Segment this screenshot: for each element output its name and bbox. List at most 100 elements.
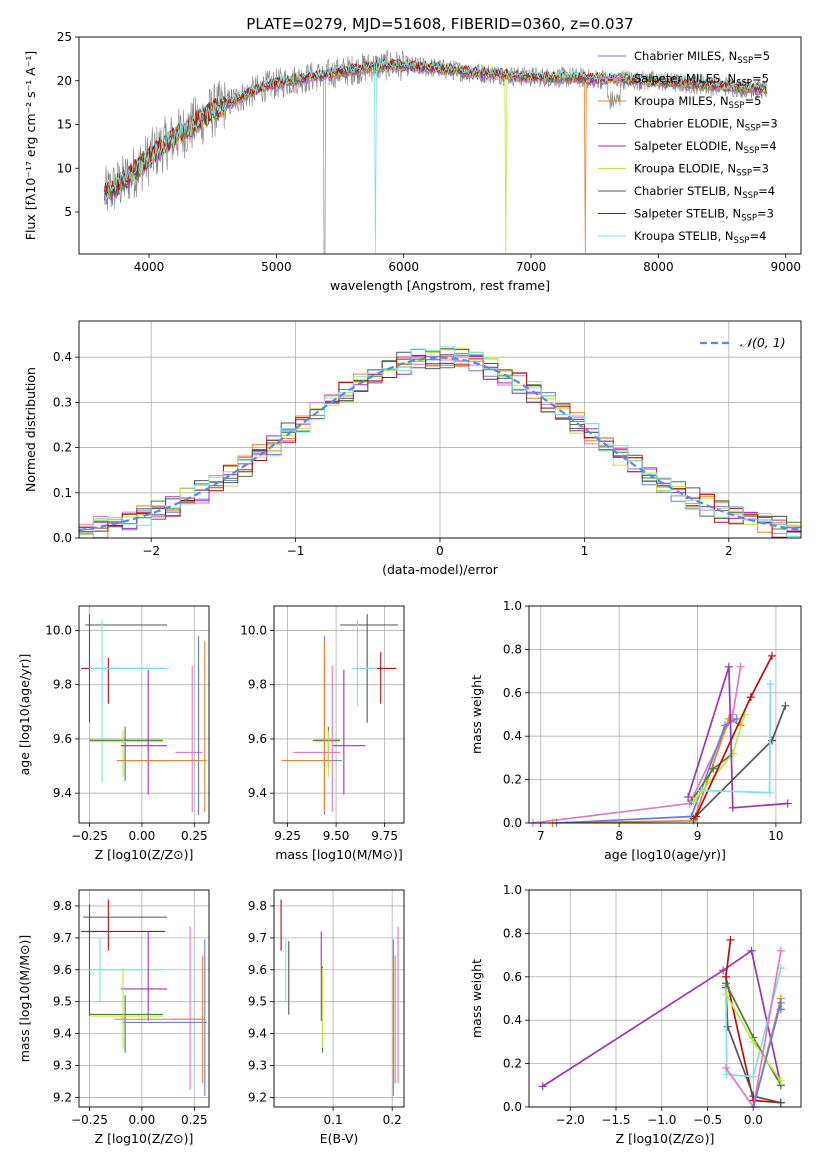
x-tick-label: 0.25 <box>181 829 208 843</box>
x-tick-label: 7 <box>537 829 545 843</box>
weight-series-line <box>542 949 782 1088</box>
axes-frame <box>78 605 210 824</box>
residual-histogram <box>79 354 801 538</box>
x-tick-label: 0.1 <box>324 1113 343 1127</box>
x-tick-label: 0.0 <box>744 1113 763 1127</box>
y-tick-label: 9.4 <box>53 786 72 800</box>
y-tick-label: 10.0 <box>45 623 72 637</box>
y-tick-label: 0.6 <box>503 970 522 984</box>
y-tick-label: 10 <box>57 161 72 175</box>
y-tick-label: 9.8 <box>53 678 72 692</box>
x-tick-label: 0.00 <box>129 829 156 843</box>
x-tick-label: 0.25 <box>181 1113 208 1127</box>
weight-series-line <box>725 967 782 1078</box>
x-axis-label: Z [log10(Z/Z⊙)] <box>95 847 194 862</box>
weight-series-line <box>725 939 781 1104</box>
model-spectrum-line <box>104 59 767 254</box>
x-axis-label: (data-model)/error <box>382 562 499 577</box>
mass-vs-EBV-panel: 0.1 0.2 9.2 9.3 9.4 9.5 9.6 9.7 9.8 E(B-V) <box>248 889 405 1146</box>
y-tick-label: 9.4 <box>248 786 267 800</box>
y-tick-label: 0.2 <box>503 773 522 787</box>
y-tick-label: 9.3 <box>53 1059 72 1073</box>
y-tick-label: 10.0 <box>240 623 267 637</box>
legend-label: Salpeter STELIB, NSSP=3 <box>634 207 774 224</box>
y-axis-label: Normed distribution <box>23 367 38 492</box>
y-tick-label: 9.5 <box>53 995 72 1009</box>
residual-histogram <box>79 346 801 538</box>
figure-title: PLATE=0279, MJD=51608, FIBERID=0360, z=0… <box>246 15 633 33</box>
legend-label: 𝒩(0, 1) <box>740 335 786 350</box>
y-axis-label: Flux [fλ10⁻¹⁷ erg cm⁻² s⁻¹ A⁻¹] <box>23 51 38 240</box>
y-tick-label: 9.7 <box>248 931 267 945</box>
x-tick-label: 0 <box>436 544 444 558</box>
y-tick-label: 0.0 <box>503 1100 522 1114</box>
x-tick-label: 9.25 <box>274 829 301 843</box>
legend-label: Salpeter ELODIE, NSSP=4 <box>634 139 777 156</box>
axes-frame <box>78 889 210 1108</box>
axes-frame <box>528 889 802 1108</box>
weight-series-line <box>556 718 738 823</box>
x-tick-label: −0.25 <box>71 1113 108 1127</box>
x-tick-label: 9 <box>694 829 702 843</box>
y-tick-label: 0.8 <box>503 926 522 940</box>
mass-vs-Z-panel: −0.25 0.00 0.25 9.2 9.3 9.4 9.5 9.6 9.7 9.8 Z [log… <box>17 889 210 1146</box>
x-axis-label: Z [log10(Z/Z⊙)] <box>95 1131 194 1146</box>
age-vs-mass-panel: 9.25 9.50 9.75 9.4 9.6 9.8 10.0 mass [log10(M/M… <box>240 605 405 862</box>
y-axis-label: age [log10(age/yr)] <box>17 654 32 776</box>
weight-series-line <box>532 666 742 823</box>
weight-vs-age-panel: 7 8 9 10 0.0 0.2 0.4 0.6 0.8 1.0 age [log10(age/yr… <box>469 599 802 862</box>
spectrum-panel: 4000 5000 6000 7000 8000 9000 5 10 15 20 25 wavelen… <box>23 30 802 293</box>
axes-frame <box>273 889 405 1108</box>
x-tick-label: 7000 <box>516 260 547 274</box>
x-tick-label: −1 <box>287 544 305 558</box>
age-vs-Z-panel: −0.25 0.00 0.25 9.4 9.6 9.8 10.0 Z [log10(Z/Z⊙)… <box>17 605 210 862</box>
x-tick-label: 9000 <box>770 260 801 274</box>
y-axis-label: mass weight <box>469 959 484 1038</box>
x-axis-label: E(B-V) <box>320 1131 359 1146</box>
legend-label: Kroupa STELIB, NSSP=4 <box>634 229 766 246</box>
y-tick-label: 9.8 <box>53 899 72 913</box>
axes-frame <box>78 320 802 539</box>
y-tick-label: 9.2 <box>53 1090 72 1104</box>
y-tick-label: 9.7 <box>53 931 72 945</box>
x-axis-label: wavelength [Angstrom, rest frame] <box>330 278 550 293</box>
y-tick-label: 0.3 <box>53 395 72 409</box>
y-tick-label: 0.4 <box>53 350 72 364</box>
weight-vs-Z-panel: −2.0 −1.5 −1.0 −0.5 0.0 0.0 0.2 0.4 0.6 0.8 1.0 Z [… <box>469 883 802 1146</box>
y-tick-label: 9.6 <box>53 732 72 746</box>
y-tick-label: 9.8 <box>248 899 267 913</box>
panels-layer: 4000 5000 6000 7000 8000 9000510152025wavelen… <box>17 30 802 1146</box>
y-tick-label: 9.6 <box>248 732 267 746</box>
y-tick-label: 9.2 <box>248 1090 267 1104</box>
x-tick-label: 9.50 <box>323 829 350 843</box>
y-tick-label: 0.4 <box>503 1013 522 1027</box>
y-axis-label: mass [log10(M/M⊙)] <box>17 935 32 1063</box>
y-axis-label: mass weight <box>469 675 484 754</box>
y-tick-label: 5 <box>64 205 72 219</box>
x-tick-label: −2 <box>142 544 160 558</box>
x-tick-label: 0.2 <box>383 1113 402 1127</box>
x-axis-label: age [log10(age/yr)] <box>604 847 726 862</box>
axes-frame <box>273 605 405 824</box>
residuals-panel: −2 −1 0 1 2 0.0 0.1 0.2 0.3 0.4 (data-model)/error… <box>23 320 802 577</box>
x-tick-label: 8000 <box>643 260 674 274</box>
x-axis-label: mass [log10(M/M⊙)] <box>275 847 403 862</box>
x-tick-label: 8 <box>615 829 623 843</box>
y-tick-label: 9.4 <box>248 1027 267 1041</box>
x-axis-label: Z [log10(Z/Z⊙)] <box>616 1131 715 1146</box>
axes-frame <box>78 36 802 255</box>
x-tick-label: 4000 <box>134 260 165 274</box>
y-tick-label: 1.0 <box>503 883 522 897</box>
y-tick-label: 0.8 <box>503 642 522 656</box>
y-tick-label: 1.0 <box>503 599 522 613</box>
y-tick-label: 0.0 <box>503 816 522 830</box>
axes-frame <box>528 605 802 824</box>
weight-series-line <box>725 950 782 1107</box>
x-tick-label: 1 <box>581 544 589 558</box>
y-tick-label: 0.2 <box>503 1057 522 1071</box>
y-tick-label: 25 <box>57 30 72 44</box>
legend-label: Kroupa MILES, NSSP=5 <box>634 94 761 111</box>
y-tick-label: 0.6 <box>503 686 522 700</box>
y-tick-label: 9.4 <box>53 1027 72 1041</box>
x-tick-label: 5000 <box>261 260 292 274</box>
